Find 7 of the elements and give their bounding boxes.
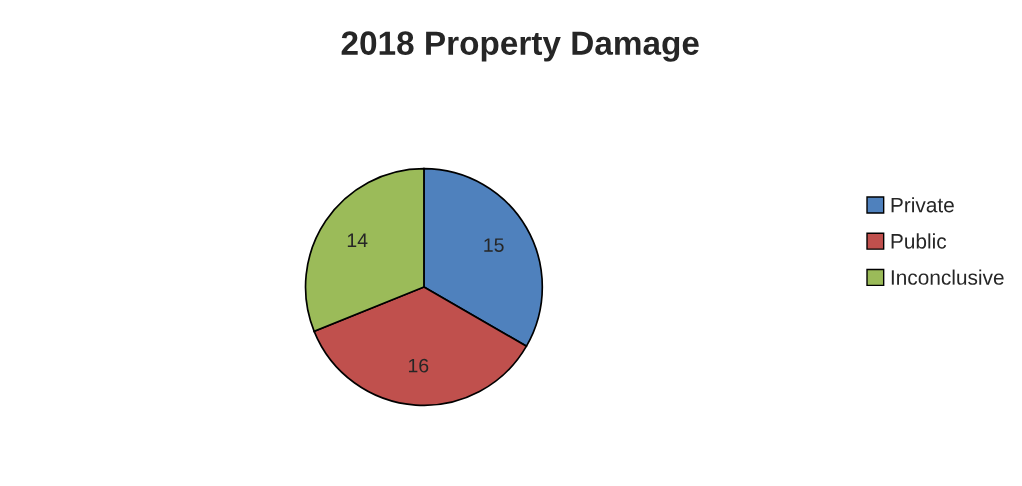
chart-title: 2018 Property Damage: [341, 31, 699, 62]
legend-label: Inconclusive: [891, 269, 1004, 285]
data-label: 14: [347, 233, 368, 247]
legend-label: Public: [891, 233, 947, 249]
data-label: 16: [408, 358, 429, 373]
legend-label: Private: [891, 197, 954, 213]
data-label: 15: [484, 238, 504, 252]
